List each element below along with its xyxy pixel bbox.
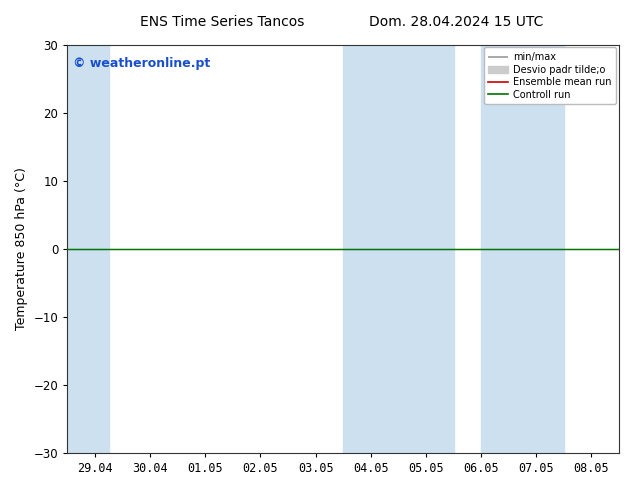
Text: ENS Time Series Tancos: ENS Time Series Tancos <box>139 15 304 29</box>
Text: Dom. 28.04.2024 15 UTC: Dom. 28.04.2024 15 UTC <box>369 15 544 29</box>
Bar <box>343 45 453 453</box>
Y-axis label: Temperature 850 hPa (°C): Temperature 850 hPa (°C) <box>15 167 28 330</box>
Bar <box>67 45 108 453</box>
Bar <box>481 45 564 453</box>
Legend: min/max, Desvio padr tilde;o, Ensemble mean run, Controll run: min/max, Desvio padr tilde;o, Ensemble m… <box>484 48 616 104</box>
Text: © weatheronline.pt: © weatheronline.pt <box>73 57 210 70</box>
